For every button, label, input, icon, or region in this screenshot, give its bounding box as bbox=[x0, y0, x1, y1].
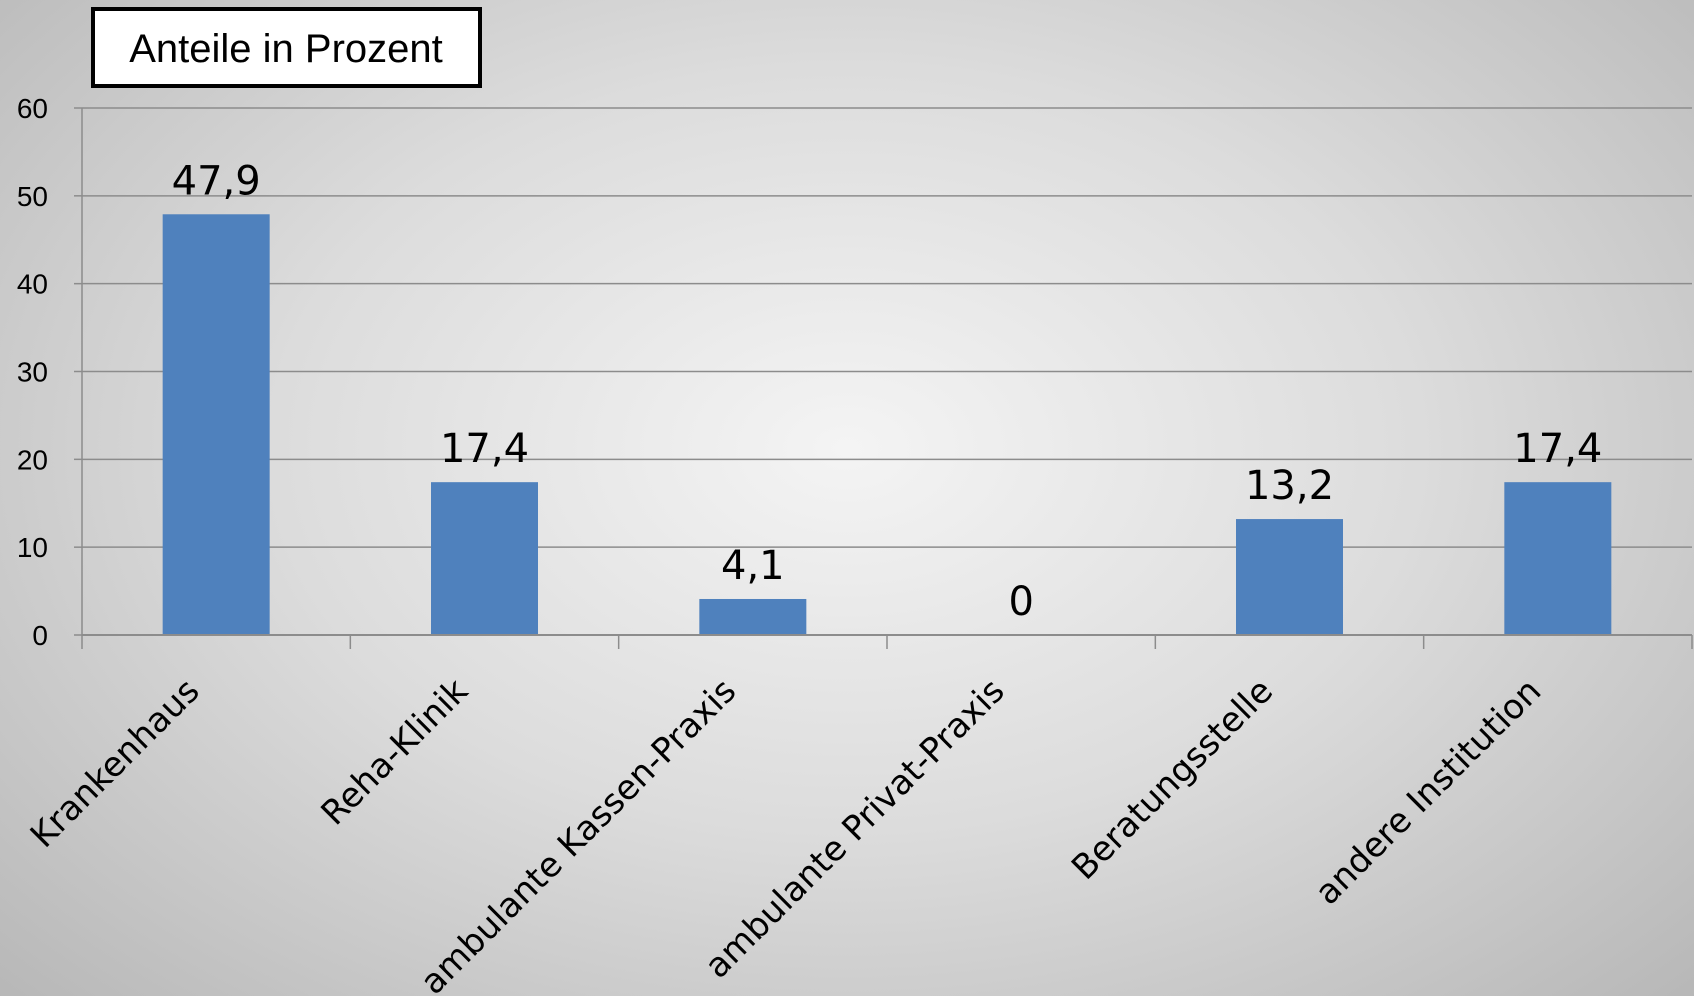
chart-title: Anteile in Prozent bbox=[129, 27, 443, 71]
data-label: 17,4 bbox=[440, 426, 529, 472]
data-label: 17,4 bbox=[1513, 426, 1602, 472]
y-tick-label: 60 bbox=[17, 93, 48, 124]
x-axis bbox=[81, 634, 1693, 649]
chart-title-box: Anteile in Prozent bbox=[91, 7, 482, 88]
chart-title-frame bbox=[91, 7, 482, 88]
data-label: 0 bbox=[1008, 579, 1033, 625]
bar bbox=[431, 482, 538, 635]
bars bbox=[162, 214, 1612, 636]
bar bbox=[1236, 519, 1343, 635]
y-tick-label: 50 bbox=[17, 181, 48, 212]
y-tick-label: 30 bbox=[17, 357, 48, 388]
y-axis-tick-labels: 0 10 20 30 40 50 60 bbox=[17, 93, 48, 651]
category-label: Reha-Klinik bbox=[314, 671, 477, 834]
y-tick-label: 10 bbox=[17, 532, 48, 563]
category-label: ambulante Privat-Praxis bbox=[697, 671, 1012, 986]
bar bbox=[1504, 482, 1612, 635]
y-tick-label: 20 bbox=[17, 444, 48, 475]
category-label: Krankenhaus bbox=[23, 671, 208, 856]
category-label: Beratungsstelle bbox=[1064, 671, 1281, 888]
category-label: andere Institution bbox=[1307, 671, 1549, 913]
y-tick-label: 0 bbox=[32, 620, 48, 651]
data-labels: 47,9 17,4 4,1 0 13,2 17,4 bbox=[172, 158, 1603, 625]
data-label: 4,1 bbox=[721, 543, 785, 589]
bar bbox=[162, 214, 270, 636]
y-tick-label: 40 bbox=[17, 269, 48, 300]
category-label: ambulante Kassen-Praxis bbox=[413, 671, 744, 996]
data-label: 13,2 bbox=[1245, 463, 1334, 509]
data-label: 47,9 bbox=[172, 158, 261, 204]
bar bbox=[699, 598, 807, 635]
gridlines bbox=[74, 107, 1692, 636]
